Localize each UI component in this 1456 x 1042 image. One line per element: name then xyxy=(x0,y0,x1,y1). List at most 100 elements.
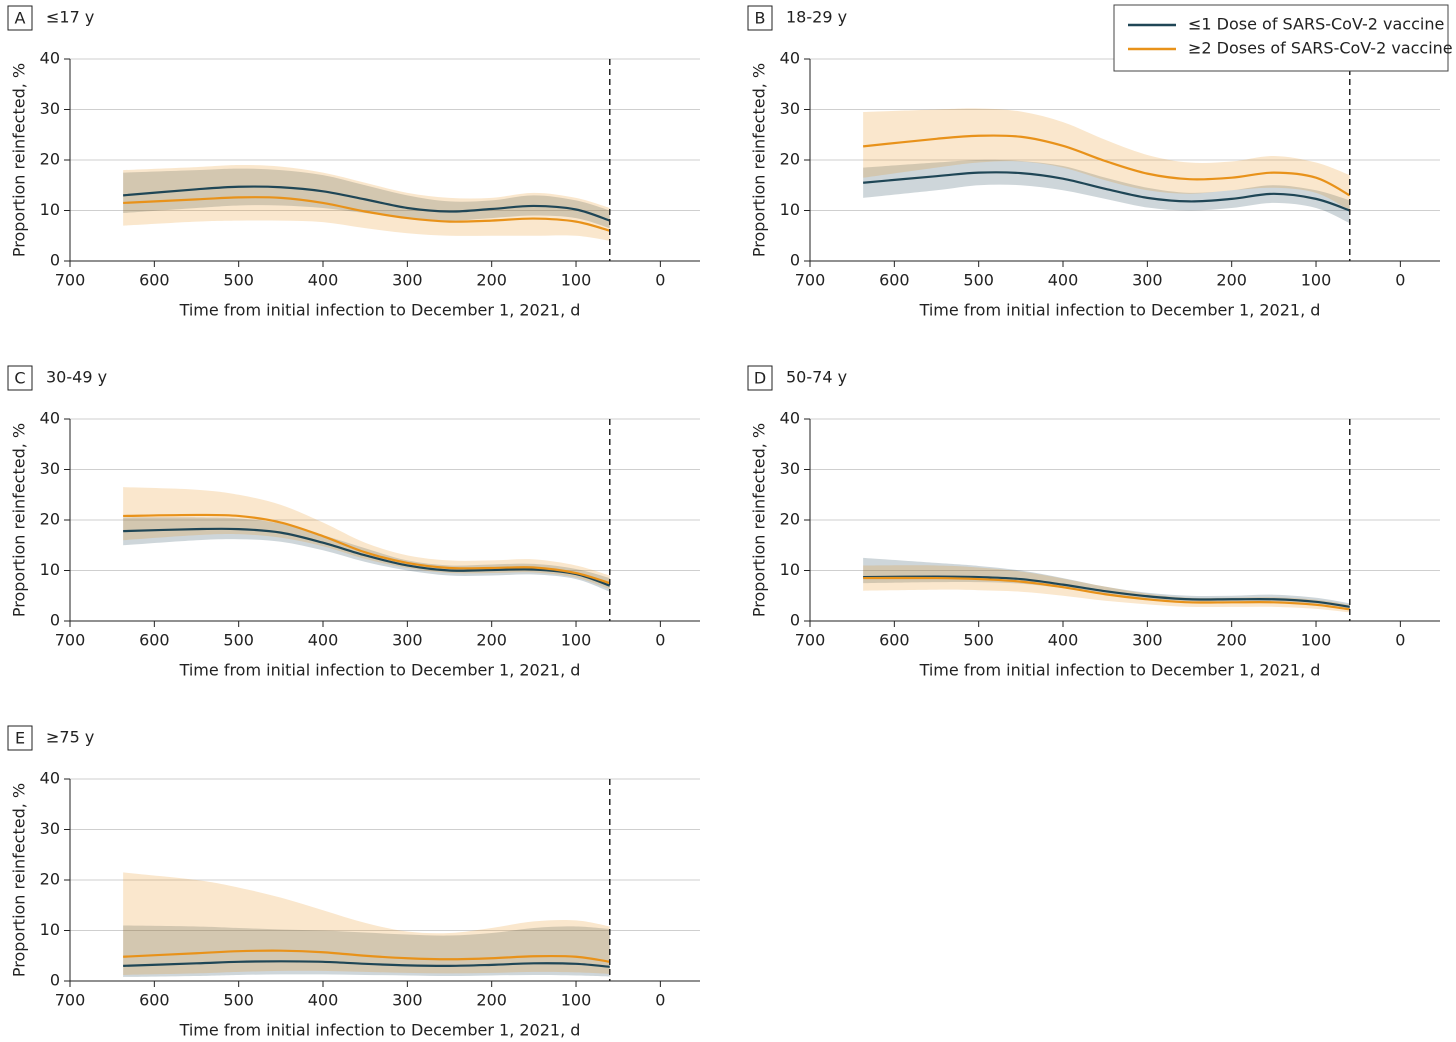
x-tick-label: 500 xyxy=(223,991,254,1010)
y-tick-label: 10 xyxy=(40,200,60,219)
legend-label: ≤1 Dose of SARS-CoV-2 vaccine xyxy=(1188,15,1444,34)
panel-letter: A xyxy=(15,9,26,28)
confidence-band xyxy=(123,165,610,241)
series-line xyxy=(123,949,610,963)
x-tick-label: 300 xyxy=(1132,271,1163,290)
x-tick-label: 400 xyxy=(1048,631,1079,650)
y-tick-label: 0 xyxy=(50,971,60,990)
x-tick-label: 500 xyxy=(963,271,994,290)
legend: ≤1 Dose of SARS-CoV-2 vaccine ≥2 Doses of… xyxy=(1113,4,1453,72)
y-tick-label: 40 xyxy=(780,409,800,428)
series-line xyxy=(123,185,611,222)
panel-letter-box xyxy=(7,365,33,391)
x-tick-label: 400 xyxy=(308,271,339,290)
x-tick-label: 300 xyxy=(392,631,423,650)
x-axis-title: Time from initial infection to December … xyxy=(179,661,581,680)
x-tick-label: 300 xyxy=(392,271,423,290)
series-line xyxy=(123,196,611,232)
panel-letter: C xyxy=(14,369,25,388)
y-tick-label: 40 xyxy=(40,769,60,788)
y-axis-title: Proportion reinfected, % xyxy=(750,63,769,257)
x-tick-label: 100 xyxy=(1301,271,1332,290)
x-tick-label: 300 xyxy=(1132,631,1163,650)
x-axis-title: Time from initial infection to December … xyxy=(179,1021,581,1040)
y-tick-label: 30 xyxy=(780,99,800,118)
panel-letter: E xyxy=(15,729,25,748)
y-tick-label: 20 xyxy=(40,150,60,169)
panel-letter-box xyxy=(747,5,773,31)
panel-letter: B xyxy=(755,9,766,28)
legend-label: ≥2 Doses of SARS-CoV-2 vaccine xyxy=(1188,39,1453,58)
x-tick-label: 0 xyxy=(1395,271,1405,290)
x-tick-label: 100 xyxy=(561,631,592,650)
x-tick-label: 100 xyxy=(1301,631,1332,650)
x-tick-label: 300 xyxy=(392,991,423,1010)
panel-title: 50-74 y xyxy=(786,368,847,387)
series-line xyxy=(123,527,611,587)
x-tick-label: 600 xyxy=(139,991,170,1010)
series-line xyxy=(123,513,611,585)
confidence-band xyxy=(123,168,610,229)
y-tick-label: 0 xyxy=(790,611,800,630)
x-tick-label: 200 xyxy=(476,271,507,290)
confidence-band xyxy=(863,565,1350,613)
y-tick-label: 10 xyxy=(40,560,60,579)
x-tick-label: 100 xyxy=(561,271,592,290)
y-tick-label: 20 xyxy=(780,150,800,169)
panel-letter: D xyxy=(754,369,766,388)
series-line xyxy=(863,576,1350,611)
y-tick-label: 10 xyxy=(780,200,800,219)
x-axis-title: Time from initial infection to December … xyxy=(919,301,1321,320)
series-line xyxy=(863,171,1351,212)
y-tick-label: 0 xyxy=(50,251,60,270)
y-axis-title: Proportion reinfected, % xyxy=(750,423,769,617)
y-tick-label: 40 xyxy=(40,409,60,428)
x-tick-label: 200 xyxy=(476,631,507,650)
y-tick-label: 20 xyxy=(780,510,800,529)
y-tick-label: 40 xyxy=(780,49,800,68)
x-axis-title: Time from initial infection to December … xyxy=(179,301,581,320)
confidence-band xyxy=(863,557,1350,610)
panel: A ≤17 y 0 10 20 30 40 700 600 500 400 300 200 100 0 Tim… xyxy=(7,5,700,320)
x-tick-label: 500 xyxy=(963,631,994,650)
legend-box xyxy=(1113,4,1449,72)
y-tick-label: 10 xyxy=(780,560,800,579)
x-tick-label: 700 xyxy=(55,631,86,650)
y-tick-label: 30 xyxy=(40,819,60,838)
panel: B 18-29 y 0 10 20 30 40 700 600 500 400 300 200 100 0 T… xyxy=(747,5,1440,320)
y-tick-label: 20 xyxy=(40,870,60,889)
x-tick-label: 600 xyxy=(879,631,910,650)
y-tick-label: 30 xyxy=(780,459,800,478)
series-line xyxy=(863,134,1351,197)
x-tick-label: 200 xyxy=(1216,631,1247,650)
confidence-band xyxy=(863,159,1350,224)
y-tick-label: 30 xyxy=(40,99,60,118)
x-tick-label: 700 xyxy=(55,271,86,290)
y-tick-label: 0 xyxy=(50,611,60,630)
x-tick-label: 0 xyxy=(655,271,665,290)
y-tick-label: 20 xyxy=(40,510,60,529)
x-tick-label: 500 xyxy=(223,631,254,650)
panel: D 50-74 y 0 10 20 30 40 700 600 500 400 300 200 100 0 T… xyxy=(747,365,1440,680)
y-tick-label: 30 xyxy=(40,459,60,478)
x-tick-label: 700 xyxy=(795,271,826,290)
x-tick-label: 600 xyxy=(139,631,170,650)
panel-letter-box xyxy=(7,725,33,751)
panel-title: ≤17 y xyxy=(46,8,94,27)
panel-letter-box xyxy=(7,5,33,31)
x-tick-label: 400 xyxy=(308,991,339,1010)
confidence-band xyxy=(123,872,610,975)
x-tick-label: 700 xyxy=(55,991,86,1010)
panel-title: ≥75 y xyxy=(46,728,94,747)
series-line xyxy=(123,960,610,968)
confidence-band xyxy=(863,108,1350,211)
x-tick-label: 600 xyxy=(879,271,910,290)
x-tick-label: 100 xyxy=(561,991,592,1010)
y-axis-title: Proportion reinfected, % xyxy=(10,423,29,617)
x-tick-label: 0 xyxy=(655,991,665,1010)
x-tick-label: 200 xyxy=(476,991,507,1010)
x-tick-label: 0 xyxy=(1395,631,1405,650)
y-axis-title: Proportion reinfected, % xyxy=(10,783,29,977)
x-tick-label: 500 xyxy=(223,271,254,290)
